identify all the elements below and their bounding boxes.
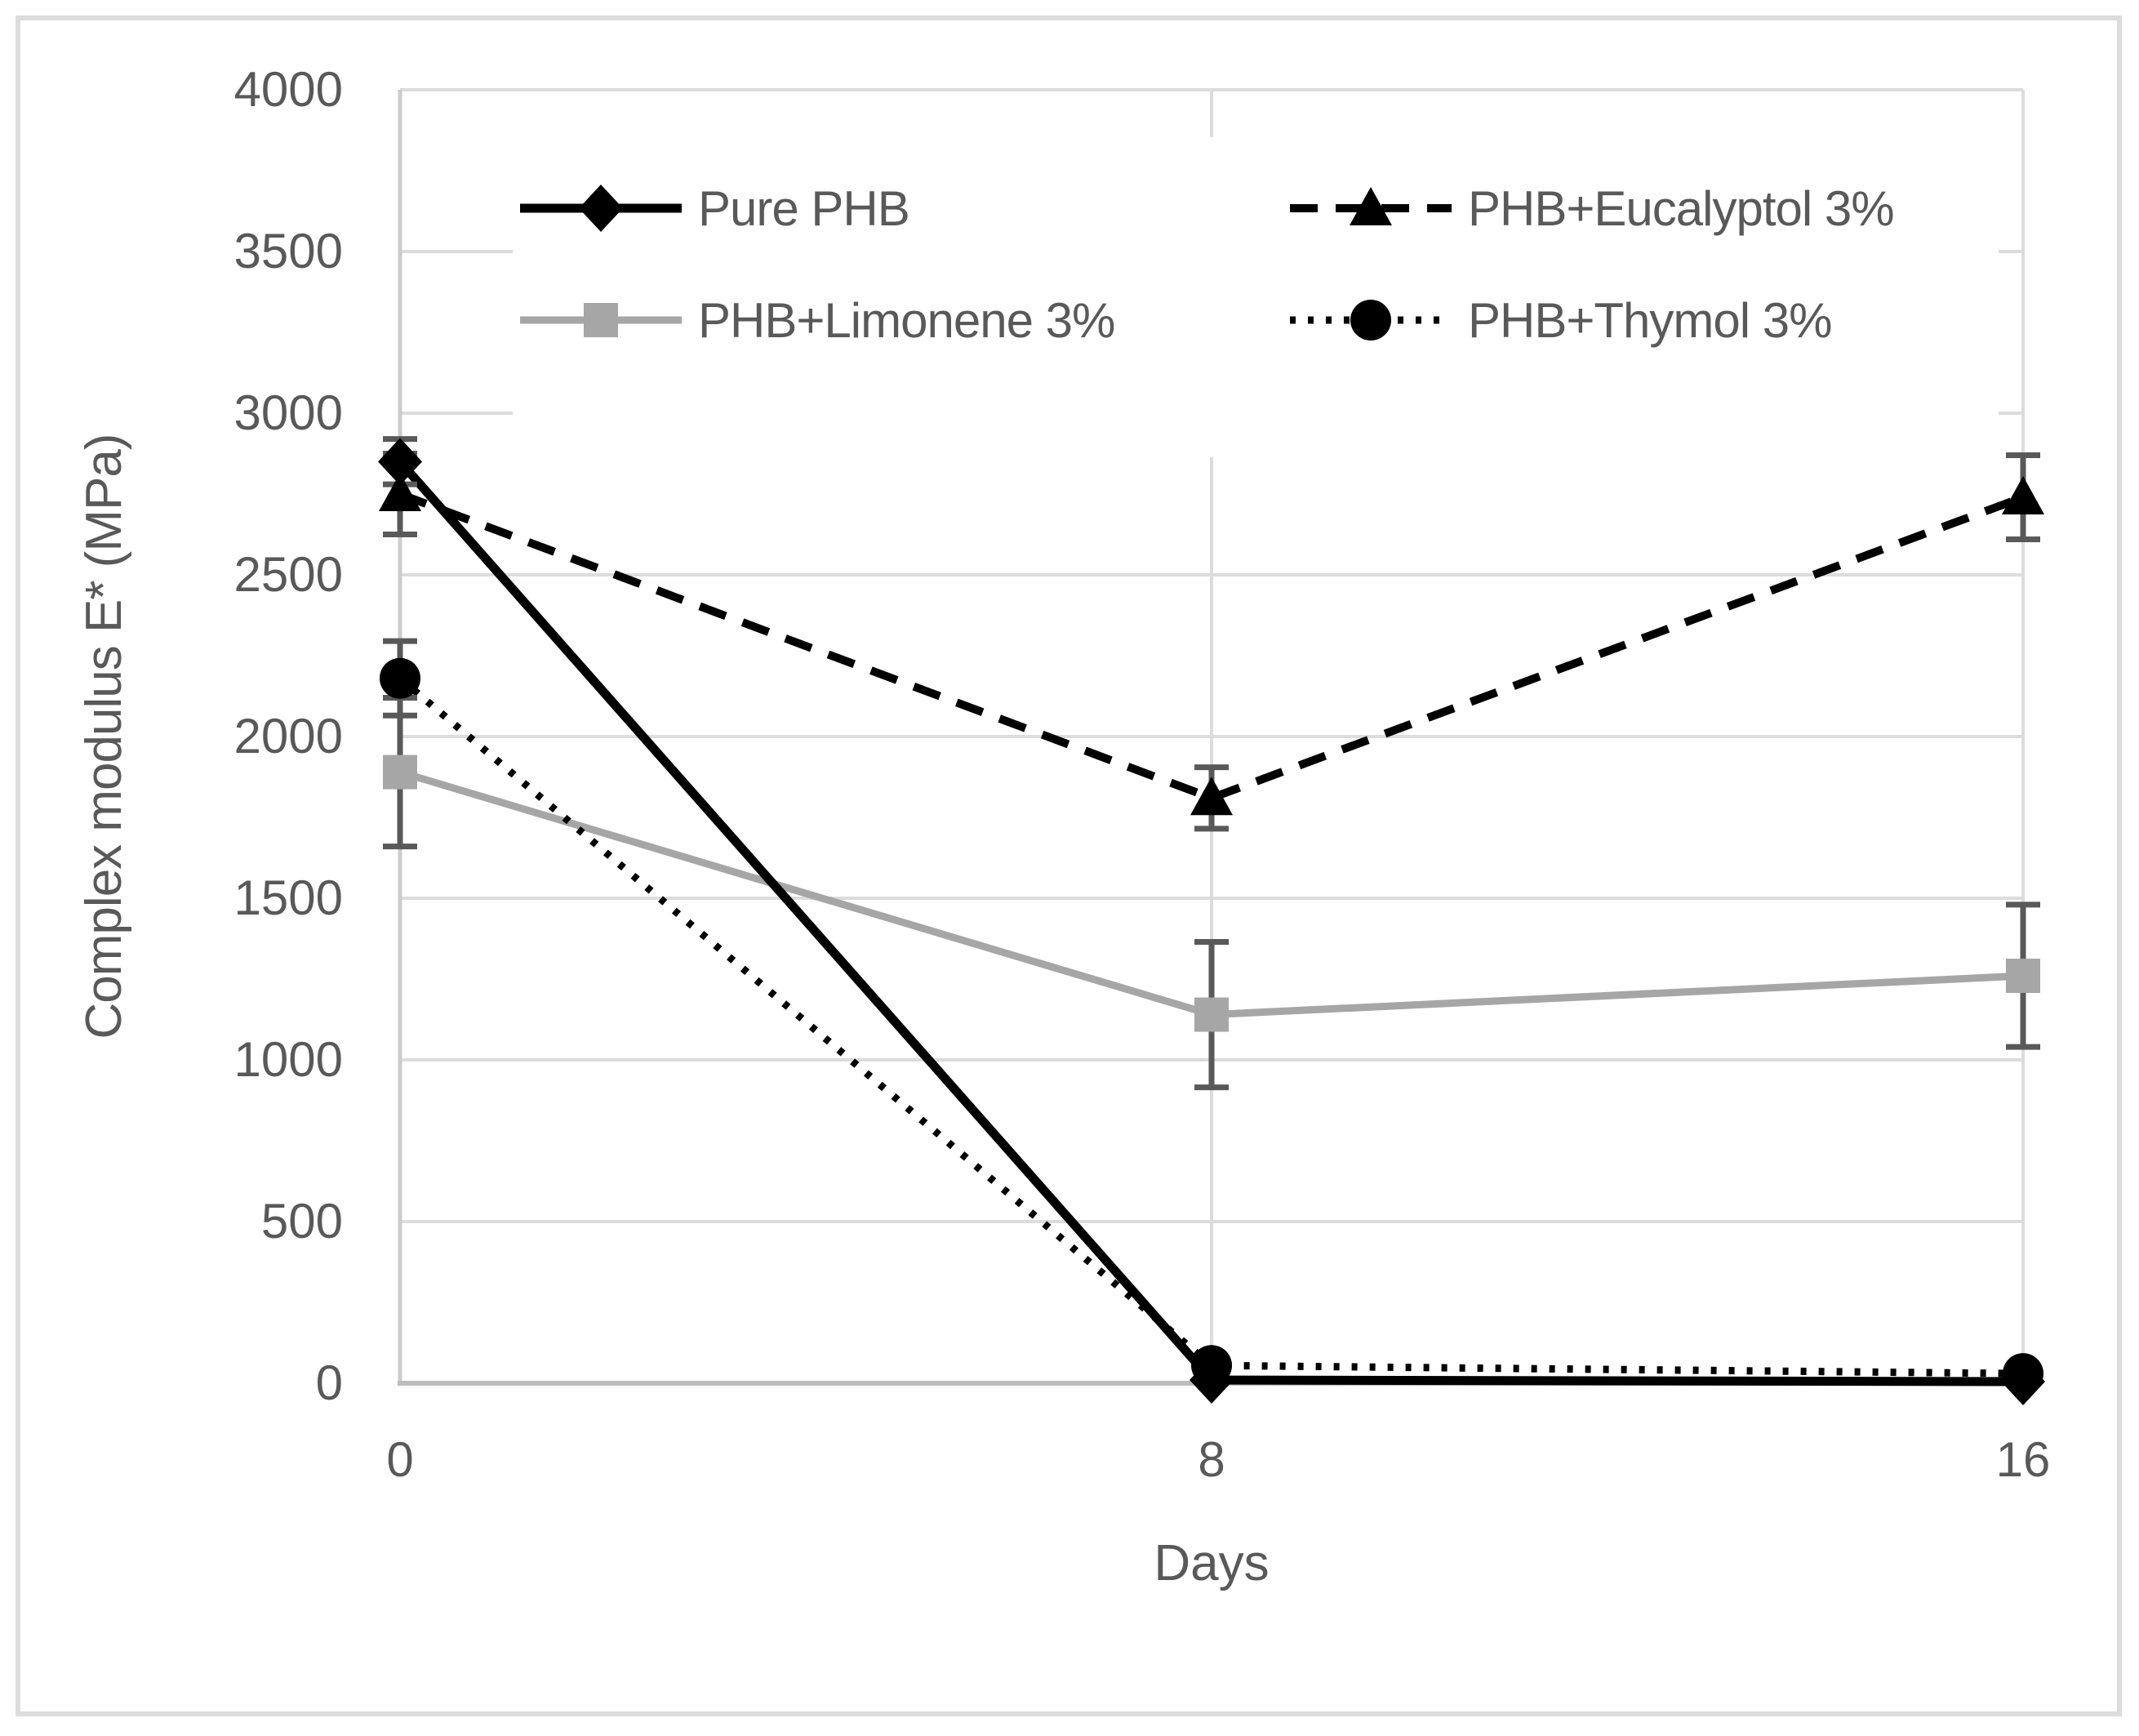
y-tick-label-500: 500: [260, 1194, 343, 1249]
legend-marker-triangle-phb-eucalyptol: [1350, 187, 1392, 225]
y-tick-label-3000: 3000: [233, 385, 343, 440]
legend-swatch-pure-phb: [520, 185, 682, 232]
legend: Pure PHB PHB+Eucalyptol 3% PHB+Limonene 3%…: [513, 137, 1999, 457]
legend-item-phb-limonene: PHB+Limonene 3%: [520, 275, 1115, 365]
y-axis-title: Complex modulus E* (MPa): [76, 434, 132, 1039]
y-tick-label-4000: 4000: [233, 62, 343, 117]
marker-triangle-phb-eucalyptol-d16: [2002, 475, 2044, 514]
y-tick-label-1000: 1000: [233, 1032, 343, 1087]
legend-swatch-phb-thymol: [1290, 300, 1452, 341]
marker-triangle-phb-eucalyptol-d0: [379, 473, 421, 511]
marker-circle-phb-thymol-d0: [380, 657, 420, 699]
x-axis-title: Days: [1154, 1535, 1270, 1591]
x-tick-label-8: 8: [1198, 1432, 1225, 1487]
x-tick-label-16: 16: [1995, 1432, 2051, 1487]
figure-border: [16, 16, 2122, 1716]
legend-marker-diamond-pure-phb: [579, 185, 623, 232]
legend-label: PHB+Eucalyptol 3%: [1468, 180, 1895, 236]
legend-marker-square-phb-limonene: [584, 303, 618, 337]
legend-label: PHB+Thymol 3%: [1468, 292, 1832, 348]
legend-marker-circle-phb-thymol: [1350, 300, 1391, 341]
legend-label: PHB+Limonene 3%: [698, 292, 1115, 348]
y-tick-label-1500: 1500: [233, 870, 343, 925]
plot-area: [378, 88, 2045, 1406]
marker-triangle-phb-eucalyptol-d8: [1190, 777, 1233, 816]
marker-diamond-pure-phb-d16: [2001, 1358, 2045, 1406]
y-tick-label-0: 0: [315, 1355, 343, 1410]
legend-label: Pure PHB: [698, 180, 910, 236]
marker-square-phb-limonene-d8: [1194, 997, 1229, 1032]
y-tick-label-2000: 2000: [233, 709, 343, 763]
legend-swatch-phb-eucalyptol: [1290, 187, 1452, 225]
y-tick-label-3500: 3500: [233, 224, 343, 278]
legend-item-phb-eucalyptol: PHB+Eucalyptol 3%: [1290, 163, 1895, 253]
series-line-phb-eucalyptol: [398, 490, 2025, 803]
marker-diamond-pure-phb-d8: [1190, 1356, 1234, 1404]
legend-item-pure-phb: Pure PHB: [520, 163, 910, 253]
x-tick-label-0: 0: [386, 1432, 414, 1487]
legend-item-phb-thymol: PHB+Thymol 3%: [1290, 275, 1832, 365]
marker-diamond-pure-phb-d0: [378, 438, 422, 486]
marker-square-phb-limonene-d0: [383, 754, 417, 790]
legend-swatch-phb-limonene: [520, 303, 682, 337]
y-tick-label-2500: 2500: [233, 547, 343, 602]
marker-square-phb-limonene-d16: [2006, 959, 2040, 994]
